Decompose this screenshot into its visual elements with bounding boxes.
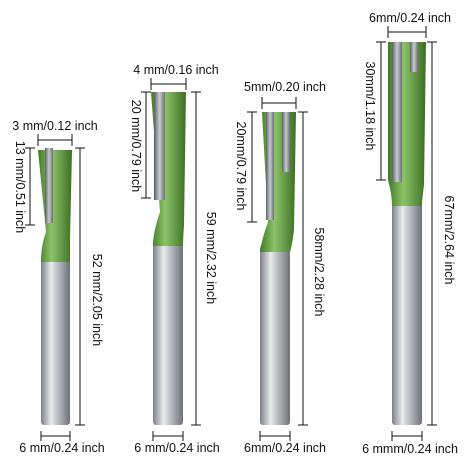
shank-label: 6 mmm/0.24 inch xyxy=(362,442,458,456)
total-length-label: 58mm/2.28 inch xyxy=(312,228,326,317)
width-label: 4 mm/0.16 inch xyxy=(133,63,219,77)
cut-length-label: 13 mm/0.51 inch xyxy=(13,141,27,233)
cut-length-label: 30mm/1.18 inch xyxy=(363,62,377,151)
shank-label: 6 mm/0.24 inch xyxy=(19,441,105,455)
bit: 5mm/0.20 inch 20mm/0.79 inch 58mm/2.28 i… xyxy=(234,80,326,455)
total-length-label: 67mm/2.64 inch xyxy=(442,196,456,285)
shank-label: 6 mm/0.24 inch xyxy=(134,441,220,455)
shank-label: 6mm/0.24 inch xyxy=(244,441,326,455)
cut-length-label: 20mm/0.79 inch xyxy=(234,122,248,211)
total-length-label: 59 mm/2.32 inch xyxy=(204,212,218,304)
width-label: 3 mm/0.12 inch xyxy=(12,119,98,133)
bit: 6mm/0.24 inch 30mm/1.18 inch 67mm/2.64 i… xyxy=(362,11,458,456)
width-label: 6mm/0.24 inch xyxy=(369,11,451,25)
total-length-label: 52 mm/2.05 inch xyxy=(90,254,104,346)
cut-length-label: 20 mm/0.79 inch xyxy=(129,100,143,192)
width-label: 5mm/0.20 inch xyxy=(244,80,326,94)
bit: 3 mm/0.12 inch 13 mm/0.51 inch 52 mm/2.0… xyxy=(12,119,105,455)
bit: 4 mm/0.16 inch 20 mm/0.79 inch 59 mm/2.3… xyxy=(129,63,220,455)
